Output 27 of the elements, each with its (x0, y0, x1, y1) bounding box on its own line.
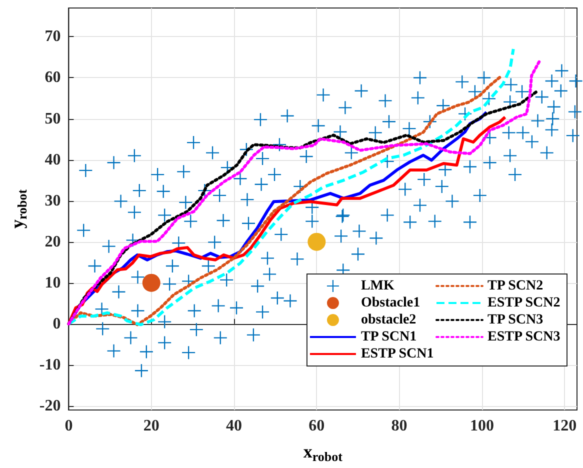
y-axis-title: yrobot (7, 188, 30, 229)
x-tick-label: 20 (143, 418, 160, 434)
y-tick-label: -10 (39, 356, 61, 374)
y-tick-label: -20 (39, 397, 61, 414)
y-tick-label: 20 (44, 233, 61, 250)
y-tick-label: 60 (44, 69, 61, 86)
legend-label: ESTP SCN2 (487, 296, 560, 310)
legend-label: TP SCN3 (487, 312, 544, 328)
legend-label: ESTP SCN1 (360, 346, 434, 362)
legend-label: TP SCN1 (360, 330, 417, 344)
legend-label: obstacle2 (360, 312, 416, 328)
y-tick-label: 0 (52, 315, 61, 332)
x-tick-label: 0 (64, 418, 73, 434)
legend-label: ESTP SCN3 (487, 330, 560, 344)
x-tick-label: 60 (308, 418, 325, 434)
y-tick-label: 50 (44, 110, 61, 128)
x-tick-label: 80 (391, 418, 408, 434)
x-tick-label: 40 (226, 418, 242, 434)
legend-label: TP SCN2 (487, 278, 544, 294)
x-tick-label: 100 (470, 418, 494, 434)
x-tick-label: 120 (552, 418, 577, 434)
legend-label: Obstacle1 (360, 296, 420, 310)
y-tick-label: 10 (44, 274, 61, 292)
y-tick-label: 30 (44, 192, 61, 210)
y-tick-label: 40 (44, 151, 61, 168)
legend-label: LMK (360, 278, 395, 294)
y-tick-label: 70 (44, 28, 61, 46)
